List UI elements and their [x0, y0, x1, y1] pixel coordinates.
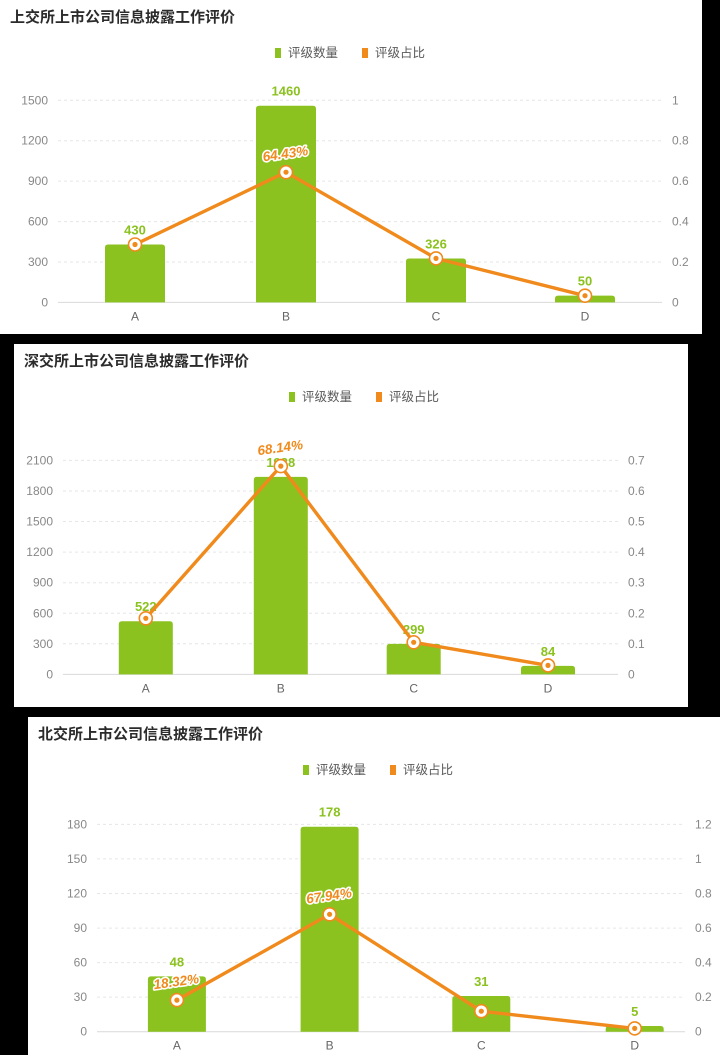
svg-text:北交所上市公司信息披露工作评价: 北交所上市公司信息披露工作评价	[38, 725, 263, 743]
svg-text:0.1: 0.1	[628, 637, 645, 651]
svg-text:D: D	[544, 681, 553, 695]
svg-text:600: 600	[28, 215, 48, 229]
svg-text:300: 300	[28, 255, 48, 269]
svg-text:84: 84	[541, 644, 556, 659]
svg-text:90: 90	[74, 921, 88, 935]
svg-text:1500: 1500	[26, 515, 53, 529]
svg-text:B: B	[282, 309, 290, 323]
svg-text:0.6: 0.6	[672, 174, 689, 188]
svg-text:0.2: 0.2	[628, 606, 645, 620]
svg-text:上交所上市公司信息披露工作评价: 上交所上市公司信息披露工作评价	[10, 8, 235, 26]
svg-text:评级占比: 评级占比	[403, 762, 453, 777]
svg-text:1: 1	[672, 93, 679, 107]
svg-text:5: 5	[631, 1004, 638, 1019]
svg-text:D: D	[630, 1039, 639, 1053]
svg-text:0: 0	[80, 1025, 87, 1039]
svg-text:60: 60	[74, 956, 88, 970]
svg-text:300: 300	[33, 637, 53, 651]
svg-text:50: 50	[578, 274, 592, 289]
svg-text:430: 430	[124, 223, 146, 238]
svg-text:1800: 1800	[26, 484, 53, 498]
svg-text:1500: 1500	[21, 93, 48, 107]
svg-text:1: 1	[695, 852, 702, 866]
svg-text:1460: 1460	[272, 84, 301, 99]
svg-text:A: A	[142, 681, 150, 695]
svg-text:1200: 1200	[21, 134, 48, 148]
svg-text:深交所上市公司信息披露工作评价: 深交所上市公司信息披露工作评价	[24, 352, 249, 370]
svg-text:0: 0	[695, 1025, 702, 1039]
svg-text:0.8: 0.8	[695, 887, 712, 901]
svg-text:评级数量: 评级数量	[288, 45, 338, 60]
svg-text:A: A	[131, 309, 139, 323]
svg-text:评级占比: 评级占比	[389, 389, 439, 404]
svg-text:0.3: 0.3	[628, 576, 645, 590]
svg-text:900: 900	[28, 174, 48, 188]
svg-text:0.2: 0.2	[695, 990, 712, 1004]
svg-text:0.8: 0.8	[672, 134, 689, 148]
svg-text:0: 0	[46, 667, 53, 681]
svg-text:0.6: 0.6	[628, 484, 645, 498]
svg-text:0.4: 0.4	[628, 545, 645, 559]
svg-text:1200: 1200	[26, 545, 53, 559]
svg-text:D: D	[581, 309, 590, 323]
svg-text:评级数量: 评级数量	[302, 389, 352, 404]
svg-text:48: 48	[170, 954, 184, 969]
svg-text:0.5: 0.5	[628, 515, 645, 529]
svg-text:C: C	[477, 1039, 486, 1053]
svg-text:B: B	[277, 681, 285, 695]
svg-text:0: 0	[672, 295, 679, 309]
svg-text:1.2: 1.2	[695, 817, 712, 831]
svg-text:0.6: 0.6	[695, 921, 712, 935]
svg-text:120: 120	[67, 887, 87, 901]
svg-text:0: 0	[41, 295, 48, 309]
svg-text:180: 180	[67, 817, 87, 831]
svg-text:178: 178	[319, 805, 341, 820]
svg-text:评级占比: 评级占比	[375, 45, 425, 60]
svg-text:0.7: 0.7	[628, 453, 645, 467]
svg-text:30: 30	[74, 990, 88, 1004]
svg-text:2100: 2100	[26, 453, 53, 467]
svg-text:326: 326	[425, 237, 447, 252]
svg-text:0.4: 0.4	[695, 956, 712, 970]
svg-text:0.2: 0.2	[672, 255, 689, 269]
svg-text:150: 150	[67, 852, 87, 866]
svg-text:31: 31	[474, 974, 488, 989]
svg-text:600: 600	[33, 606, 53, 620]
svg-text:0.4: 0.4	[672, 215, 689, 229]
svg-text:C: C	[432, 309, 441, 323]
svg-text:A: A	[173, 1039, 181, 1053]
svg-text:B: B	[326, 1039, 334, 1053]
svg-text:C: C	[409, 681, 418, 695]
svg-text:0: 0	[628, 667, 635, 681]
svg-text:评级数量: 评级数量	[316, 762, 366, 777]
svg-text:900: 900	[33, 576, 53, 590]
